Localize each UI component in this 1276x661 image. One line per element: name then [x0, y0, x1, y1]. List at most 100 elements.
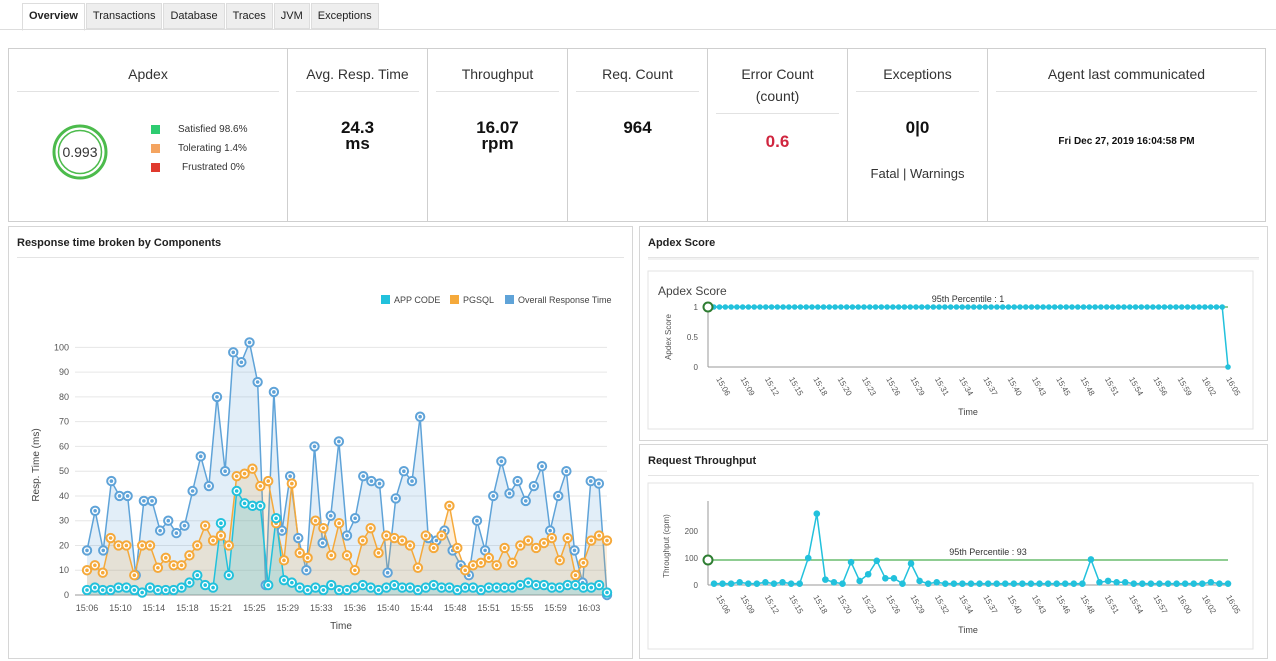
data-point-core [282, 558, 286, 563]
data-point [710, 580, 718, 587]
data-point-core [297, 585, 302, 590]
x-axis-title: Time [958, 625, 978, 635]
data-point [728, 304, 734, 310]
tab-divider [0, 29, 1276, 30]
data-point [916, 577, 923, 585]
data-point-core [156, 565, 160, 570]
tab-exceptions[interactable]: Exceptions [310, 3, 379, 29]
data-point-core [392, 583, 397, 587]
y-tick-label: 200 [685, 527, 699, 536]
x-tick-label: 15:40 [1006, 376, 1024, 398]
data-point-core [313, 585, 318, 590]
throughput-value: 16.07 [476, 118, 519, 137]
data-point-core [266, 583, 271, 587]
data-point-core [328, 513, 333, 518]
y-axis-title: Throughput (cpm) [662, 514, 671, 578]
data-point-core [447, 504, 452, 508]
apdex-gauge: 0.993 [51, 123, 109, 181]
data-point-core [463, 568, 467, 573]
data-point-core [239, 360, 244, 365]
data-point-core [532, 484, 536, 488]
data-point [1057, 304, 1064, 310]
x-tick-label: 16:00 [1176, 594, 1194, 616]
data-point [745, 304, 752, 310]
data-point-core [85, 568, 89, 573]
data-point-core [219, 521, 223, 525]
data-point-core [471, 585, 475, 590]
data-point-core [321, 526, 326, 530]
data-point [1144, 304, 1150, 310]
data-point [1113, 579, 1120, 586]
data-point [1139, 580, 1146, 587]
data-point-core [360, 583, 365, 587]
apdex-panel-title: Apdex Score [648, 237, 1259, 258]
data-point-core [125, 494, 130, 498]
tab-transactions[interactable]: Transactions [85, 3, 163, 29]
data-point-core [581, 585, 586, 590]
data-point [722, 304, 729, 310]
x-tick-label: 16:02 [1200, 376, 1218, 398]
data-point [1147, 580, 1155, 587]
data-point-core [589, 538, 594, 543]
data-point [1079, 580, 1086, 587]
response-time-panel: Response time broken by Components 0 10 20… [8, 226, 633, 659]
data-point-core [550, 536, 554, 540]
data-point-core [156, 588, 160, 592]
data-point-core [187, 580, 192, 585]
data-point-core [369, 479, 374, 483]
legend-tolerating-label: Tolerating 1.4% [178, 143, 247, 154]
data-point-core [117, 494, 122, 498]
tab-overview[interactable]: Overview [22, 3, 85, 31]
tab-database[interactable]: Database [163, 3, 225, 29]
data-point [1053, 580, 1060, 587]
data-point [751, 304, 758, 310]
data-point-core [274, 516, 278, 521]
data-point [719, 580, 726, 587]
apdex-score-chart: Apdex Score 0 0.5 1 Apdex Score 95th Percenti… [647, 258, 1259, 430]
series-area [87, 468, 607, 595]
avg-resp-value: 24.3 [340, 118, 375, 137]
tab-traces[interactable]: Traces [225, 3, 273, 29]
data-point [1069, 304, 1075, 310]
data-point [1121, 579, 1129, 586]
data-point [820, 304, 827, 310]
data-point [1109, 304, 1116, 310]
data-point-core [305, 588, 310, 592]
data-point-core [518, 583, 523, 587]
y-tick-label: 50 [59, 466, 69, 476]
data-point [861, 304, 867, 310]
data-point [984, 580, 992, 587]
data-point-core [132, 573, 137, 577]
data-point-core [163, 588, 168, 592]
x-tick-label: 15:09 [739, 376, 757, 398]
data-point-core [304, 568, 309, 573]
data-point-core [542, 583, 546, 587]
x-tick-label: 15:37 [981, 376, 999, 398]
data-point [832, 304, 838, 310]
y-tick-label: 10 [59, 565, 69, 575]
data-point-core [305, 556, 310, 560]
data-point [1092, 304, 1098, 310]
data-point-core [534, 583, 538, 587]
data-point-core [360, 538, 365, 543]
data-point-core [297, 551, 302, 555]
data-point [890, 574, 898, 582]
x-tick-label: 16:03 [578, 603, 601, 613]
data-point-core [557, 558, 562, 563]
y-tick-label: 100 [54, 342, 69, 352]
exceptions-title: Exceptions [856, 63, 979, 92]
data-point-core [463, 585, 467, 590]
data-point-core [565, 583, 570, 587]
tab-jvm[interactable]: JVM [273, 3, 310, 29]
x-tick-label: 15:34 [957, 594, 975, 616]
data-point [1010, 580, 1018, 587]
data-point-core [163, 556, 168, 560]
data-point-core [247, 340, 252, 345]
y-tick-label: 100 [685, 554, 699, 563]
data-point-core [313, 518, 318, 523]
y-tick-label: 0.5 [687, 333, 699, 342]
x-tick-label: 15:06 [714, 594, 732, 616]
data-point-core [272, 390, 276, 394]
data-point-core [142, 499, 146, 503]
data-point [1080, 304, 1087, 310]
